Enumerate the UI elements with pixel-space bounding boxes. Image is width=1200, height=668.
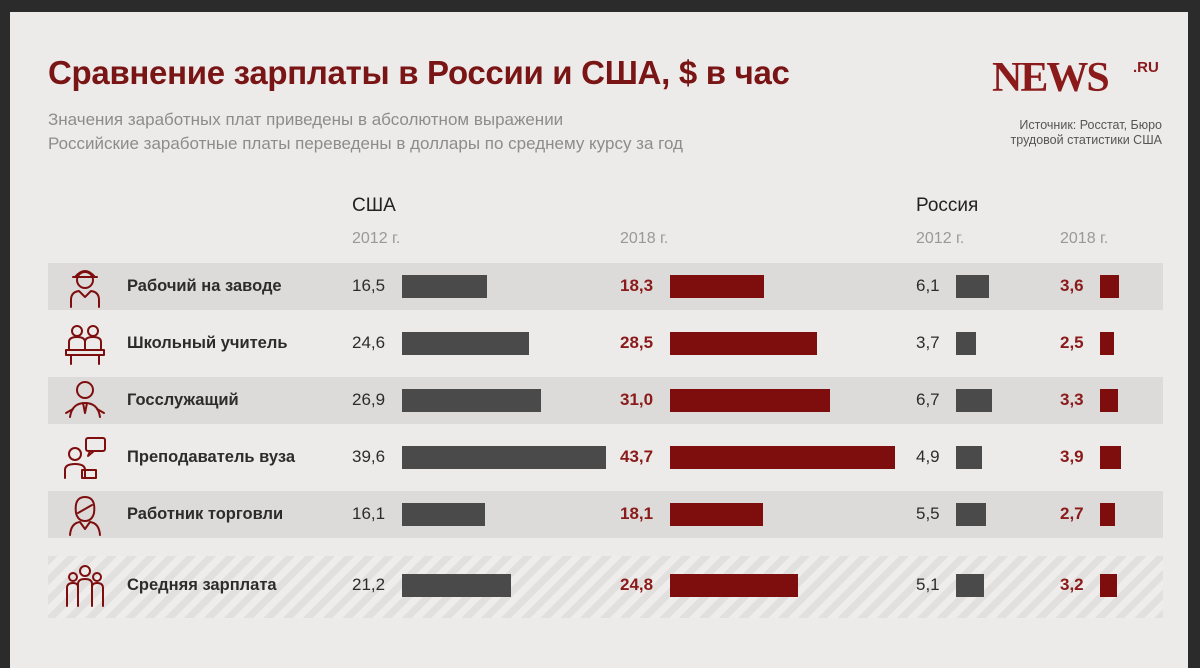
- bar-2012: [402, 389, 541, 412]
- civil-servant-icon: [62, 377, 108, 423]
- worker-hardhat-icon: [62, 263, 108, 309]
- source-note: Источник: Росстат, Бюро трудовой статист…: [1010, 118, 1162, 147]
- bar-2018: [670, 503, 763, 526]
- bar-2012: [956, 332, 976, 355]
- bar-2012: [402, 275, 487, 298]
- header-russia-2012: 2012 г.: [916, 230, 965, 247]
- data-label: 4,9: [916, 447, 940, 466]
- data-label: 6,7: [916, 390, 940, 409]
- header-country-usa: США: [352, 195, 396, 216]
- bar-2018: [670, 389, 830, 412]
- data-label: 39,6: [352, 447, 386, 466]
- bar-2018: [1100, 389, 1118, 412]
- sales-worker-icon: [62, 491, 108, 537]
- data-label: 5,5: [916, 504, 940, 523]
- bar-2012: [956, 275, 989, 298]
- bar-2018: [1100, 275, 1119, 298]
- data-label: 3,3: [1060, 390, 1084, 409]
- data-label: 18,1: [620, 504, 654, 523]
- subtitle-line-1: Значения заработных плат приведены в абс…: [48, 110, 564, 129]
- data-label: 24,8: [620, 575, 654, 594]
- category-label: Работник торговли: [127, 505, 284, 523]
- category-label: Рабочий на заводе: [127, 277, 282, 295]
- bar-2012: [956, 389, 992, 412]
- data-label: 6,1: [916, 276, 940, 295]
- category-label: Средняя зарплата: [127, 576, 277, 594]
- people-group-icon: [62, 562, 108, 608]
- bar-2012: [402, 503, 485, 526]
- data-label: 28,5: [620, 333, 654, 352]
- bar-2018: [670, 332, 817, 355]
- bar-2012: [956, 574, 984, 597]
- data-label: 3,6: [1060, 276, 1084, 295]
- data-label: 21,2: [352, 575, 386, 594]
- news-logo-suffix: .RU: [1133, 59, 1159, 76]
- category-label: Госслужащий: [127, 391, 239, 409]
- bar-2012: [402, 446, 606, 469]
- data-label: 3,7: [916, 333, 940, 352]
- infographic-panel: Сравнение зарплаты в России и США, $ в ч…: [10, 12, 1188, 668]
- category-label: Школьный учитель: [127, 334, 288, 352]
- bar-2018: [1100, 574, 1117, 597]
- header-usa-2012: 2012 г.: [352, 230, 401, 247]
- bar-2018: [670, 275, 764, 298]
- data-label: 2,7: [1060, 504, 1084, 523]
- data-label: 16,5: [352, 276, 386, 295]
- header-russia-2018: 2018 г.: [1060, 230, 1109, 247]
- data-label: 3,9: [1060, 447, 1084, 466]
- bar-2012: [956, 446, 982, 469]
- bar-2012: [402, 332, 529, 355]
- bar-2018: [1100, 503, 1115, 526]
- data-label: 18,3: [620, 276, 654, 295]
- header-country-russia: Россия: [916, 195, 979, 216]
- data-label: 3,2: [1060, 575, 1084, 594]
- category-label: Преподаватель вуза: [127, 448, 296, 466]
- header-usa-2018: 2018 г.: [620, 230, 669, 247]
- bar-2018: [670, 574, 798, 597]
- bar-2012: [402, 574, 511, 597]
- bar-2018: [670, 446, 895, 469]
- subtitle-line-2: Российские заработные платы переведены в…: [48, 134, 683, 153]
- data-label: 2,5: [1060, 333, 1084, 352]
- chart-title: Сравнение зарплаты в России и США, $ в ч…: [48, 54, 790, 91]
- data-label: 43,7: [620, 447, 654, 466]
- data-label: 26,9: [352, 390, 386, 409]
- bar-2018: [1100, 446, 1121, 469]
- data-label: 31,0: [620, 390, 654, 409]
- data-label: 5,1: [916, 575, 940, 594]
- news-logo: NEWS: [992, 55, 1110, 101]
- data-label: 24,6: [352, 333, 386, 352]
- bar-2018: [1100, 332, 1114, 355]
- data-label: 16,1: [352, 504, 386, 523]
- bar-2012: [956, 503, 986, 526]
- lecturer-chat-icon: [62, 434, 108, 480]
- teacher-desk-icon: [62, 320, 108, 366]
